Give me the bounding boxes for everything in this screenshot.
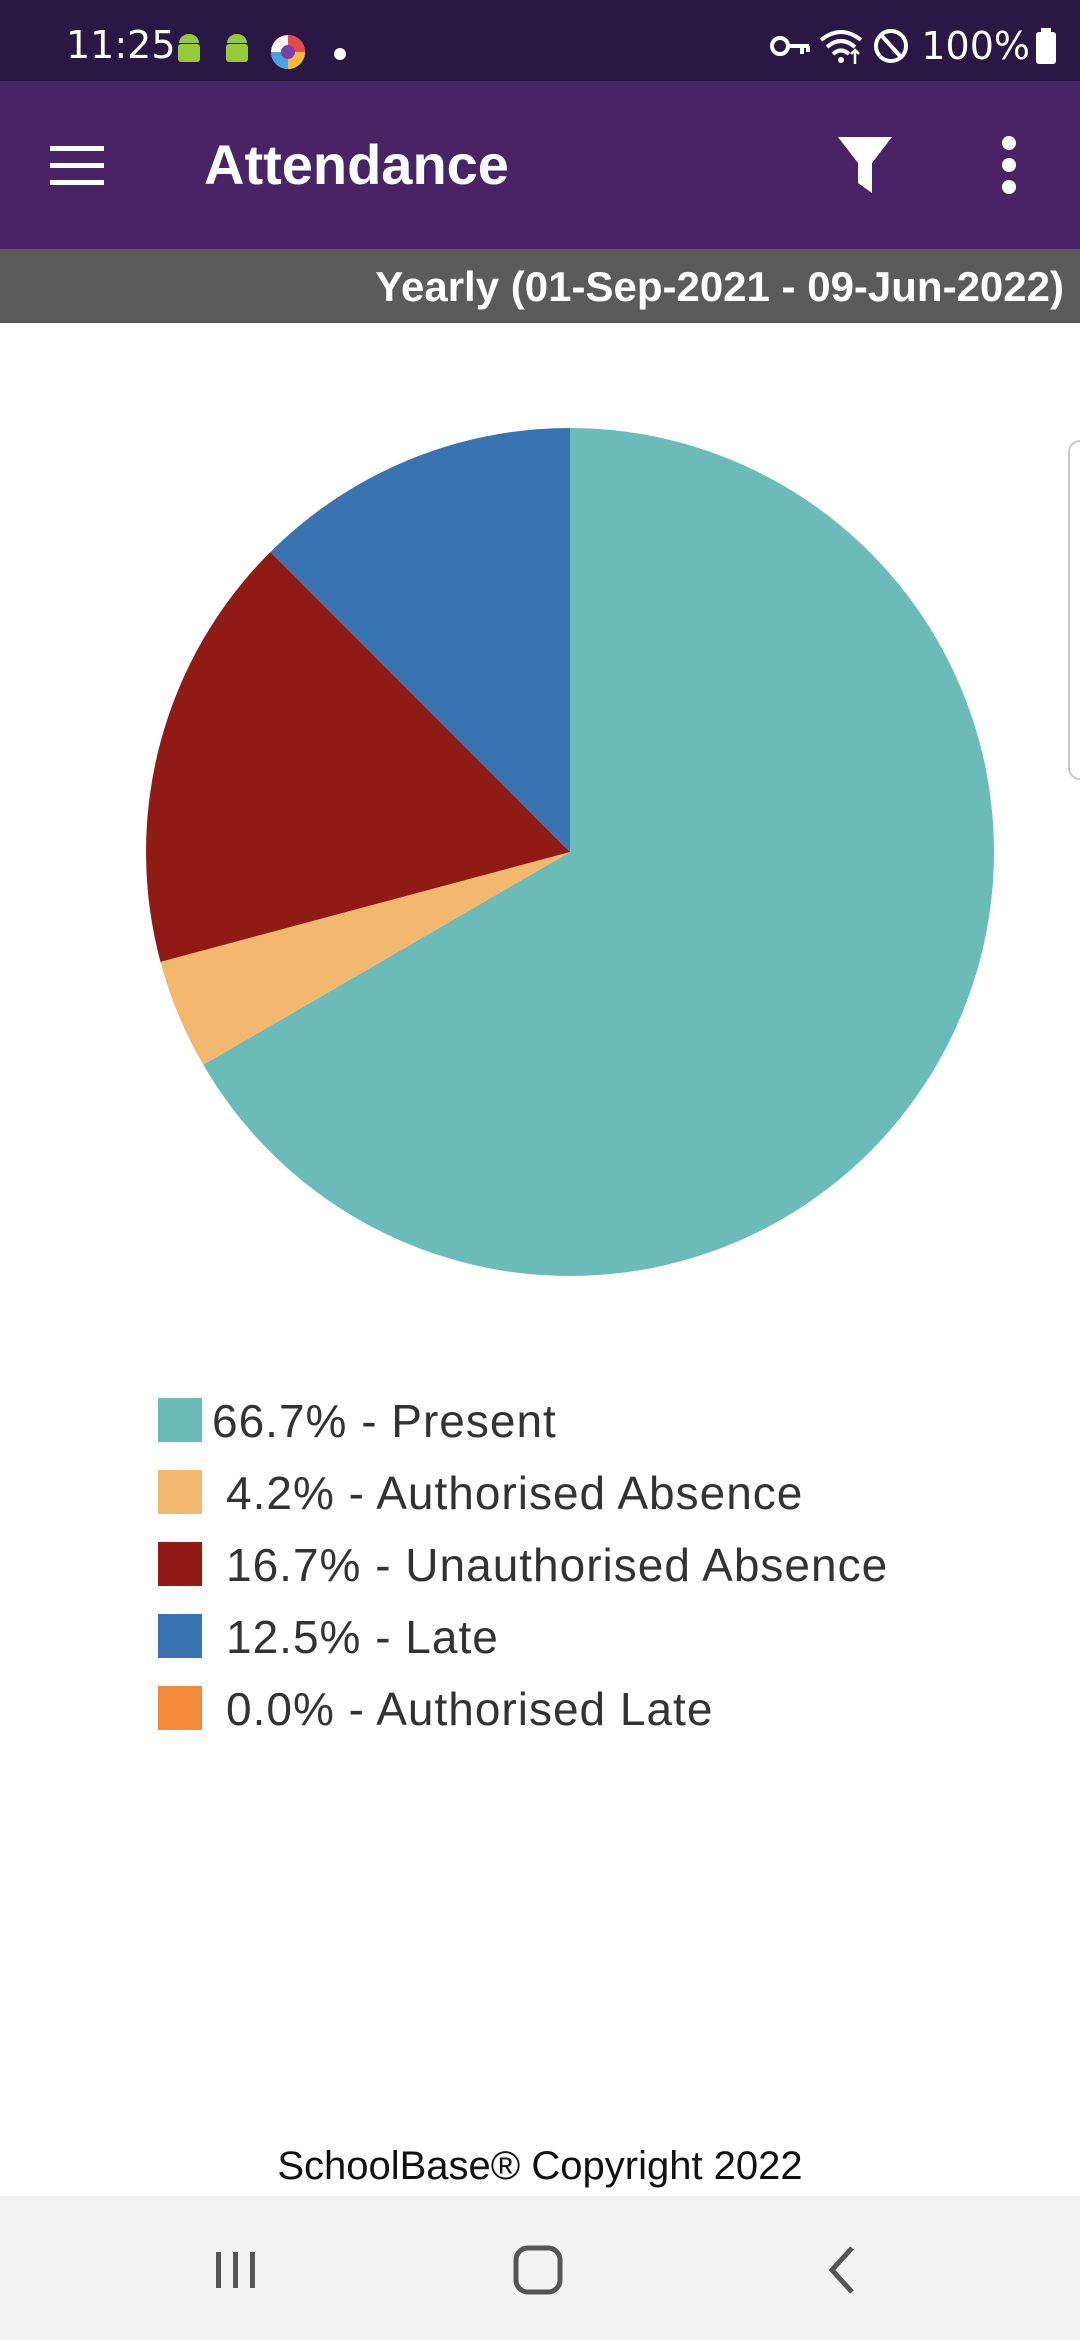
legend-swatch [158,1470,202,1514]
period-bar: Yearly (01-Sep-2021 - 09-Jun-2022) [0,249,1080,323]
legend-swatch [158,1686,202,1730]
key-icon [770,36,811,56]
home-icon[interactable] [508,2240,568,2300]
pie-slice-0 [203,428,995,1276]
android-icon [178,34,200,62]
status-time: 11:25 [66,23,176,67]
legend-label: 12.5% - Late [226,1611,499,1663]
status-bar: 11:25 [0,0,1080,81]
legend-swatch [158,1614,202,1658]
footer-copyright: SchoolBase® Copyright 2022 [277,2144,803,2188]
filter-icon[interactable] [830,127,900,203]
legend-label: 66.7% - Present [212,1395,557,1447]
battery-percent: 100% [921,24,1030,68]
pie-slice-2 [146,551,570,962]
legend-label: 16.7% - Unauthorised Absence [226,1539,889,1591]
app-bar: Attendance [0,81,1080,249]
android-icon [226,34,248,62]
pie-slice-1 [160,852,570,1065]
wifi-icon [820,30,863,64]
legend-swatch [158,1542,202,1586]
recent-apps-icon[interactable] [208,2242,264,2298]
legend-label: 0.0% - Authorised Late [226,1683,714,1735]
battery-icon [1036,28,1056,64]
status-notification-icons [178,34,346,69]
back-icon[interactable] [822,2240,862,2300]
more-vert-icon[interactable] [980,127,1038,203]
page-title: Attendance [204,133,509,196]
app-icon [271,35,305,69]
pie-slice-3 [270,428,570,852]
menu-icon[interactable] [40,131,118,201]
dot-icon [334,48,346,60]
legend-label: 4.2% - Authorised Absence [226,1467,804,1519]
do-not-disturb-icon [874,29,909,63]
status-system-icons: 100% [769,26,1058,66]
pie-chart [146,428,995,1276]
period-label: Yearly (01-Sep-2021 - 09-Jun-2022) [375,263,1064,310]
navigation-bar [0,2196,1080,2340]
legend-swatch [158,1398,202,1442]
